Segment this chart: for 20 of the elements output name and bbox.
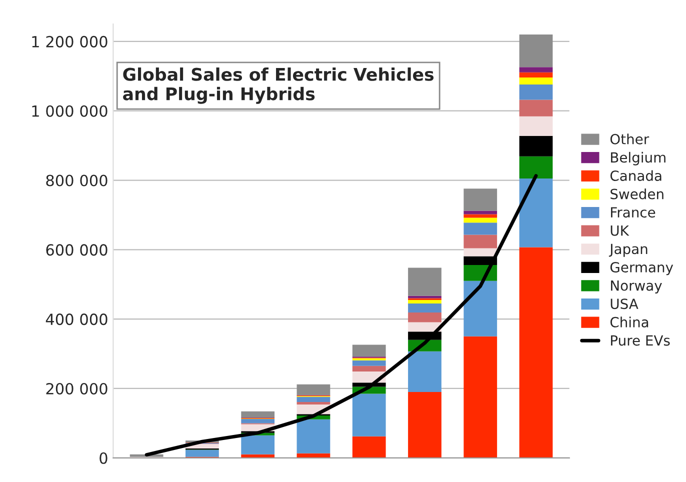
legend-label: Norway [611,280,662,294]
y-tick-label: 800 000 [46,174,108,186]
y-tick-label: 1 200 000 [32,36,108,48]
legend-label: Germany [610,262,674,276]
text: Global Sales of Electric Vehicles and Plug-in Hybrids [123,67,434,104]
legend-label: Belgium [611,152,666,166]
legend-label: China [610,316,648,328]
legend-label: Other [610,134,650,144]
legend-label: France [611,207,656,218]
legend-label: Pure EVs [611,335,670,346]
y-tick-label: 0 [100,452,108,464]
legend-label: USA [610,298,638,310]
y-tick-label: 1 000 000 [32,105,108,117]
legend-label: Sweden [610,188,664,200]
y-tick-label: 200 000 [46,382,108,395]
legend-label: UK [610,226,630,236]
y-tick-label: 600 000 [46,244,108,256]
y-tick-label: 400 000 [46,314,108,326]
legend-label: Canada [610,170,662,181]
legend-label: Japan [608,244,648,257]
